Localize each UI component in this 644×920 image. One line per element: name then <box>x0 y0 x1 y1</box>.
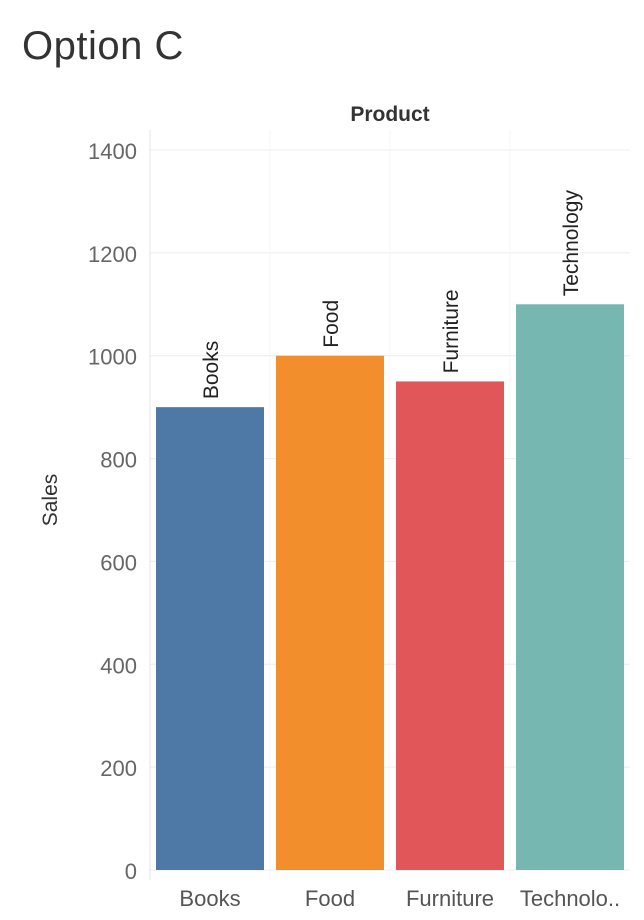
y-tick-label: 1000 <box>88 345 137 370</box>
bar-labels: Books Food Furniture Technology <box>200 190 583 400</box>
bar-food <box>276 355 384 870</box>
y-tick-label: 800 <box>100 448 137 473</box>
y-tick-label: 600 <box>100 550 137 575</box>
bar-label: Food <box>320 300 343 348</box>
y-tick-label: 400 <box>100 653 137 678</box>
x-tick-label: Furniture <box>406 886 494 911</box>
y-tick-label: 0 <box>125 859 137 884</box>
bar-label: Technology <box>560 190 583 297</box>
page-title: Option C <box>22 24 184 68</box>
bar-label: Books <box>200 341 223 399</box>
y-tick-label: 1200 <box>88 242 137 267</box>
bars <box>156 304 624 870</box>
column-header: Product <box>350 103 429 126</box>
y-tick-labels: 0 200 400 600 800 1000 1200 1400 <box>88 139 137 884</box>
y-axis-title: Sales <box>39 474 62 527</box>
y-tick-label: 1400 <box>88 139 137 164</box>
x-tick-label: Books <box>179 886 240 911</box>
y-tick-label: 200 <box>100 756 137 781</box>
bar-technology <box>516 304 624 870</box>
x-tick-labels: Books Food Furniture Technolo.. <box>179 886 620 911</box>
bar-label: Furniture <box>440 289 463 373</box>
x-tick-label: Food <box>305 886 355 911</box>
bar-furniture <box>396 381 504 870</box>
bar-books <box>156 407 264 870</box>
x-tick-label: Technolo.. <box>520 886 620 911</box>
